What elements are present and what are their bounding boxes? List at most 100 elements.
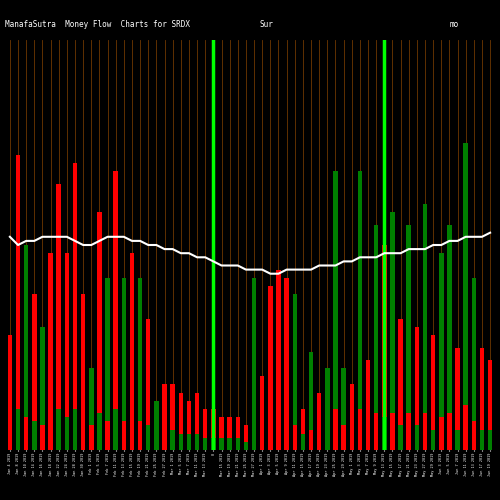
- Bar: [40, 327, 44, 450]
- Bar: [32, 422, 36, 450]
- Bar: [382, 417, 386, 450]
- Bar: [406, 224, 411, 450]
- Bar: [480, 348, 484, 450]
- Bar: [358, 409, 362, 450]
- Bar: [195, 392, 200, 450]
- Bar: [488, 360, 492, 450]
- Bar: [260, 430, 264, 450]
- Bar: [48, 253, 53, 450]
- Bar: [292, 294, 297, 450]
- Text: ManafaSutra  Money Flow  Charts for SRDX: ManafaSutra Money Flow Charts for SRDX: [5, 20, 190, 29]
- Bar: [64, 417, 69, 450]
- Bar: [456, 348, 460, 450]
- Bar: [268, 422, 272, 450]
- Bar: [220, 438, 224, 450]
- Bar: [244, 442, 248, 450]
- Bar: [300, 409, 305, 450]
- Bar: [333, 409, 338, 450]
- Bar: [374, 413, 378, 450]
- Bar: [292, 426, 297, 450]
- Bar: [309, 430, 314, 450]
- Bar: [97, 413, 102, 450]
- Bar: [431, 335, 436, 450]
- Bar: [178, 392, 183, 450]
- Bar: [472, 278, 476, 450]
- Bar: [252, 278, 256, 450]
- Bar: [211, 409, 216, 450]
- Bar: [138, 278, 142, 450]
- Bar: [236, 438, 240, 450]
- Bar: [24, 245, 28, 450]
- Bar: [423, 413, 427, 450]
- Bar: [439, 417, 444, 450]
- Bar: [414, 327, 419, 450]
- Bar: [309, 352, 314, 450]
- Bar: [456, 430, 460, 450]
- Bar: [146, 319, 150, 450]
- Bar: [203, 409, 207, 450]
- Bar: [472, 422, 476, 450]
- Bar: [16, 409, 20, 450]
- Bar: [122, 278, 126, 450]
- Bar: [211, 438, 216, 450]
- Bar: [464, 142, 468, 450]
- Bar: [488, 430, 492, 450]
- Bar: [406, 413, 411, 450]
- Bar: [260, 376, 264, 450]
- Bar: [276, 422, 280, 450]
- Bar: [81, 294, 86, 450]
- Bar: [40, 426, 44, 450]
- Text: mo: mo: [450, 20, 459, 29]
- Bar: [350, 430, 354, 450]
- Bar: [170, 384, 175, 450]
- Bar: [423, 204, 427, 450]
- Bar: [300, 434, 305, 450]
- Bar: [106, 422, 110, 450]
- Bar: [464, 405, 468, 450]
- Bar: [122, 422, 126, 450]
- Bar: [268, 286, 272, 450]
- Bar: [195, 434, 200, 450]
- Bar: [342, 426, 346, 450]
- Bar: [154, 434, 158, 450]
- Bar: [186, 401, 191, 450]
- Bar: [390, 212, 394, 450]
- Bar: [220, 417, 224, 450]
- Bar: [130, 417, 134, 450]
- Bar: [106, 278, 110, 450]
- Text: Sur: Sur: [260, 20, 274, 29]
- Bar: [284, 278, 289, 450]
- Bar: [154, 401, 158, 450]
- Bar: [431, 430, 436, 450]
- Bar: [325, 430, 330, 450]
- Bar: [170, 430, 175, 450]
- Bar: [382, 245, 386, 450]
- Bar: [276, 270, 280, 450]
- Bar: [366, 426, 370, 450]
- Bar: [130, 253, 134, 450]
- Bar: [56, 184, 61, 450]
- Bar: [48, 417, 53, 450]
- Bar: [358, 171, 362, 450]
- Bar: [97, 212, 102, 450]
- Bar: [146, 426, 150, 450]
- Bar: [236, 417, 240, 450]
- Bar: [89, 368, 94, 450]
- Bar: [89, 426, 94, 450]
- Bar: [366, 360, 370, 450]
- Bar: [73, 409, 77, 450]
- Bar: [81, 422, 86, 450]
- Bar: [114, 409, 118, 450]
- Bar: [203, 438, 207, 450]
- Bar: [162, 430, 167, 450]
- Bar: [252, 422, 256, 450]
- Bar: [447, 413, 452, 450]
- Bar: [317, 430, 322, 450]
- Bar: [398, 319, 403, 450]
- Bar: [32, 294, 36, 450]
- Bar: [414, 426, 419, 450]
- Bar: [390, 413, 394, 450]
- Bar: [284, 422, 289, 450]
- Bar: [439, 253, 444, 450]
- Bar: [73, 163, 77, 450]
